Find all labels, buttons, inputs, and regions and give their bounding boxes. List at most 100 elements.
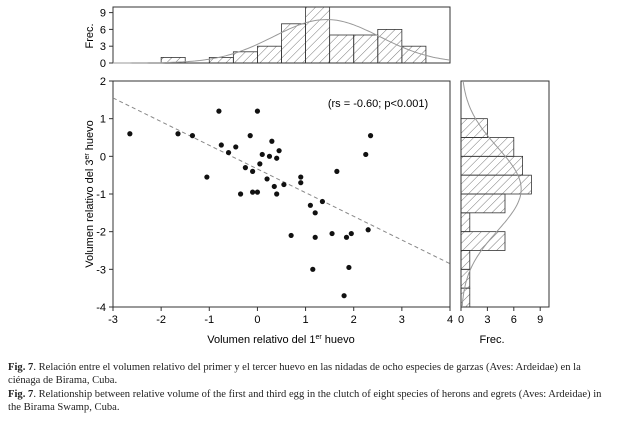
- right-hist-xlabel: Frec.: [479, 334, 504, 346]
- right-hist-normal-curve: [461, 80, 522, 308]
- right-hist-bar: [460, 193, 506, 214]
- scatter-point: [204, 174, 210, 180]
- top-hist-bar: [353, 34, 379, 64]
- scatter-point: [329, 230, 335, 237]
- caption-en-text: . Relationship between relative volume o…: [8, 389, 602, 413]
- scatter-point: [288, 232, 294, 239]
- y-axis-label: Volumen relativo del 3er huevo: [84, 120, 96, 268]
- x-tick-label: 3: [399, 314, 405, 326]
- scatter-point: [271, 183, 277, 190]
- right-hist-bar: [460, 137, 515, 157]
- right-hist-x-tick-label: 0: [458, 314, 464, 326]
- right-hist-bar: [460, 231, 506, 251]
- scatter-point: [312, 234, 318, 240]
- x-axis-label: Volumen relativo del 1er huevo: [207, 334, 355, 346]
- scatter-point: [307, 202, 313, 208]
- y-axis-ticks: -4 -3 -2 -1 0 1 2: [96, 76, 113, 314]
- y-tick-label: 0: [100, 151, 106, 163]
- scatter-point: [348, 230, 354, 237]
- scatter-point: [310, 266, 316, 272]
- scatter-point: [346, 264, 352, 271]
- scatter-point: [274, 191, 280, 197]
- scatter-point: [189, 133, 196, 139]
- top-hist-bars: [160, 6, 427, 64]
- correlation-annotation: (rs = -0.60; p<0.001): [328, 98, 428, 110]
- scatter-point: [225, 149, 232, 156]
- x-tick-label: 4: [447, 314, 453, 326]
- top-hist-y-tick-label: 3: [100, 41, 106, 53]
- x-tick-label: 1: [303, 314, 309, 326]
- caption-en-label: Fig. 7: [8, 389, 34, 400]
- scatter-point: [242, 165, 248, 171]
- top-hist-bar: [401, 45, 427, 64]
- right-hist-bar: [460, 155, 523, 176]
- right-hist-bar: [460, 118, 488, 138]
- scatter-point: [254, 108, 261, 114]
- scatter-point: [276, 148, 282, 154]
- top-hist-ylabel: Frec.: [84, 23, 96, 48]
- scatter-point: [281, 181, 287, 188]
- x-tick-label: -1: [204, 314, 214, 326]
- caption-es-label: Fig. 7: [8, 362, 34, 373]
- right-histogram: 0 3 6 9 Frec.: [458, 80, 550, 346]
- right-hist-x-tick-label: 9: [537, 314, 543, 326]
- top-hist-bar: [257, 45, 282, 64]
- right-hist-x-tick-label: 6: [511, 314, 517, 326]
- scatter-point: [367, 133, 374, 139]
- y-tick-label: -4: [96, 302, 106, 314]
- scatter-point: [341, 293, 347, 299]
- top-hist-bar: [160, 57, 186, 64]
- scatter-point: [266, 153, 273, 159]
- top-hist-bar: [305, 6, 331, 64]
- y-tick-label: 1: [100, 114, 106, 126]
- x-tick-label: 2: [351, 314, 357, 326]
- scatter-point: [343, 234, 350, 240]
- scatter-point: [216, 108, 222, 114]
- top-hist-y-tick-label: 0: [100, 58, 106, 70]
- top-hist-y-ticks: 0 3 6 9: [100, 8, 113, 70]
- top-hist-normal-curve: [113, 18, 451, 64]
- scatter-points: [127, 108, 374, 299]
- scatter-point: [259, 151, 265, 158]
- scatter-point: [127, 131, 133, 137]
- trend-line: [112, 97, 451, 265]
- caption-english: Fig. 7. Relationship between relative vo…: [8, 388, 612, 414]
- scatter-point: [257, 161, 263, 167]
- x-tick-label: -3: [108, 314, 118, 326]
- top-hist-y-tick-label: 6: [100, 24, 106, 36]
- scatter-point: [269, 138, 275, 144]
- right-hist-bar: [460, 287, 471, 308]
- x-tick-label: -2: [156, 314, 166, 326]
- scatter-point: [218, 142, 224, 148]
- x-tick-label: 0: [254, 314, 260, 326]
- scatter-frame: [112, 80, 451, 308]
- top-hist-bar: [232, 51, 258, 64]
- scatter-point: [312, 210, 318, 216]
- scatter-point: [254, 189, 261, 195]
- right-hist-bar: [460, 250, 471, 270]
- caption-spanish: Fig. 7. Relación entre el volumen relati…: [8, 361, 612, 387]
- y-tick-label: -3: [96, 264, 106, 276]
- scatter-point: [334, 168, 340, 174]
- right-hist-bars: [460, 118, 532, 308]
- scatter-point: [264, 176, 270, 182]
- caption-es-text: . Relación entre el volumen relativo del…: [8, 362, 581, 386]
- scatter-point: [365, 227, 371, 233]
- scatter-point: [175, 131, 181, 137]
- top-hist-bar: [281, 23, 306, 64]
- right-hist-bar: [460, 212, 471, 233]
- scatter-point: [298, 174, 304, 180]
- scatter-point: [363, 151, 369, 158]
- y-tick-label: 2: [100, 76, 106, 88]
- scatter-point: [274, 155, 280, 161]
- scatter-point: [233, 144, 239, 150]
- scatter-point: [250, 189, 256, 195]
- scatter-point: [247, 133, 253, 139]
- top-hist-y-tick-label: 9: [100, 8, 106, 20]
- top-histogram: 0 3 6 9 Frec.: [84, 6, 451, 70]
- scatter-point: [250, 168, 256, 174]
- x-axis-ticks: -3 -2 -1 0 1 2 3 4: [108, 307, 453, 326]
- right-hist-x-ticks: 0 3 6 9: [458, 307, 543, 326]
